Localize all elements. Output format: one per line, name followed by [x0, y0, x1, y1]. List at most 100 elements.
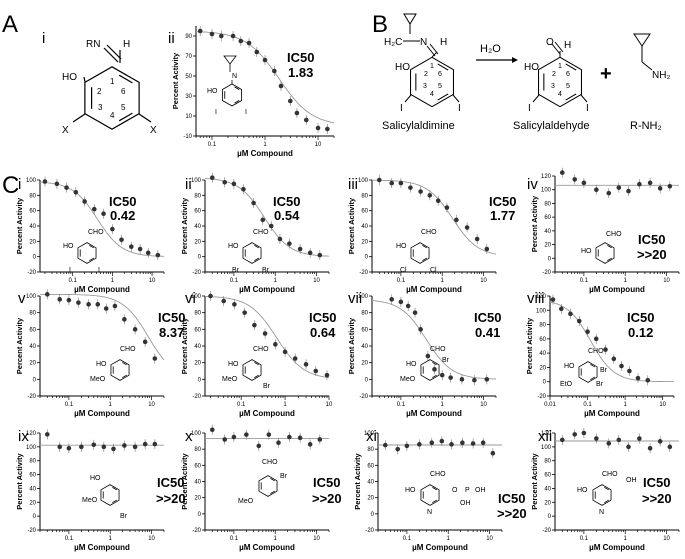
svg-text:IC50: IC50 [498, 491, 525, 506]
svg-text:IC50: IC50 [157, 475, 184, 490]
y-tick-label: 60 [361, 209, 368, 215]
y-tick-label: 60 [194, 209, 201, 215]
x-tick-label: 0.01 [544, 402, 556, 408]
y-tick-label: 100 [541, 188, 552, 194]
data-point [242, 310, 247, 315]
data-point [657, 186, 663, 191]
svg-text:Cl: Cl [400, 267, 407, 274]
x-tick-label: 1 [109, 536, 113, 542]
svg-text:Br: Br [600, 367, 608, 374]
data-point [232, 302, 237, 307]
fit-curve [40, 293, 165, 361]
panel-label-c: C [2, 172, 19, 199]
data-point [112, 303, 118, 309]
data-point [454, 217, 459, 223]
x-tick-label: 10 [313, 536, 320, 542]
data-point [474, 236, 480, 242]
data-point [282, 349, 288, 355]
fit-curve [204, 178, 330, 257]
svg-text:0.42: 0.42 [110, 208, 135, 223]
data-point [222, 437, 228, 442]
svg-text:i: i [18, 176, 21, 193]
x-tick-label: 0.1 [580, 536, 589, 542]
y-tick-label: 40 [367, 480, 374, 486]
y-tick-label: 100 [536, 308, 547, 314]
svg-text:4: 4 [430, 91, 434, 98]
data-point [57, 297, 63, 302]
y-axis-label: Percent Activity [15, 317, 24, 374]
chart-c-i: 100 80 60 40 20 0 -20 0.1 1 10 Percent Activity µM … [15, 176, 165, 294]
svg-text:CHO: CHO [253, 346, 269, 353]
svg-text:3: 3 [423, 83, 427, 90]
svg-text:CHO: CHO [253, 229, 269, 236]
data-point [272, 68, 277, 74]
data-point [572, 432, 578, 437]
x-axis-label: µM Compound [74, 409, 130, 418]
data-point [427, 193, 433, 198]
svg-text:CHO: CHO [262, 459, 278, 466]
x-tick-label: 1 [624, 536, 628, 542]
data-point [382, 442, 388, 448]
svg-text:6: 6 [121, 87, 126, 96]
chart-c-xii: 120 100 80 60 40 20 0 -20 0.1 1 10 Percent Activity… [530, 428, 680, 552]
atom-x-left: X [62, 125, 69, 136]
data-point [594, 187, 599, 193]
svg-text:Br: Br [442, 357, 450, 364]
x-axis-label: µM Compound [584, 409, 640, 418]
data-point [254, 49, 260, 55]
name-salicylaldimine: Salicylaldimine [382, 120, 455, 132]
data-point [585, 329, 590, 335]
y-tick-label: 60 [194, 327, 201, 333]
data-point [429, 440, 435, 446]
svg-text:HO: HO [581, 248, 592, 255]
svg-text:HO: HO [577, 487, 588, 494]
svg-text:CHO: CHO [602, 471, 618, 478]
y-tick-label: -10 [183, 134, 192, 140]
y-tick-label: 0 [198, 512, 202, 518]
x-tick-label: 10 [663, 278, 670, 284]
svg-text:IC50: IC50 [638, 232, 665, 247]
data-point [376, 177, 382, 183]
data-point [66, 297, 72, 303]
data-point [645, 377, 651, 383]
data-point [568, 311, 573, 317]
data-point [145, 250, 151, 256]
y-tick-label: 0 [33, 255, 37, 261]
y-tick-label: -20 [27, 394, 36, 400]
svg-text:OH: OH [626, 477, 637, 484]
data-point [231, 434, 237, 440]
data-point [287, 434, 292, 440]
sublabel-a-i: i [42, 30, 45, 47]
data-point [209, 427, 215, 433]
data-point [398, 299, 404, 305]
svg-text:I: I [215, 109, 217, 116]
x-axis-label: µM Compound [239, 543, 295, 552]
y-tick-label: 0 [33, 377, 37, 383]
y-tick-label: 40 [194, 344, 201, 350]
sublabel-a-ii: ii [168, 30, 175, 47]
svg-text:vi: vi [185, 290, 196, 307]
data-point [132, 444, 138, 450]
svg-text:NH₂: NH₂ [652, 70, 670, 81]
atom-h: H [123, 39, 130, 50]
data-point [460, 440, 465, 446]
y-tick-label: 100 [191, 178, 202, 184]
data-point [101, 444, 107, 450]
y-tick-label: 40 [194, 480, 201, 486]
y-axis-label: Percent Activity [180, 197, 189, 254]
data-point [66, 445, 72, 451]
data-point [480, 440, 486, 446]
y-tick-label: 0 [371, 512, 375, 518]
x-axis-label: µM Compound [412, 543, 468, 552]
data-point [389, 297, 395, 302]
svg-text:HO: HO [396, 243, 407, 250]
chart-a-ii: 90 70 50 30 10 -10 0.1 1 10 Percent Activity µM Co… [171, 26, 335, 158]
data-point [448, 375, 453, 380]
data-point [278, 83, 284, 89]
x-tick-label: 0.1 [583, 402, 592, 408]
data-point [412, 310, 418, 315]
data-point [627, 368, 632, 374]
data-point [559, 306, 564, 312]
svg-text:I: I [528, 103, 531, 114]
data-point [303, 362, 309, 367]
